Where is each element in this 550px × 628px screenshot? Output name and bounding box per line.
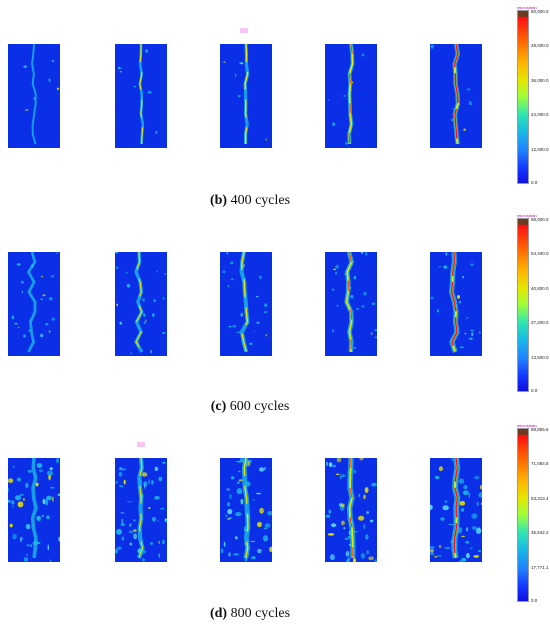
figure-caption-d: (d) 800 cycles: [209, 606, 291, 621]
panel-800-cycles: microstrain 88,855.6 71,084.5 53,313.4 3…: [0, 420, 550, 628]
colorbar-tick: 60,000.0: [531, 9, 549, 14]
strain-image-b2: [115, 44, 167, 148]
colorbar-unit: microstrain: [517, 423, 537, 428]
colorbar-tick: 12,000.0: [531, 147, 549, 152]
colorbar-unit: microstrain: [517, 213, 537, 218]
strain-image-b1: [8, 44, 60, 148]
strain-image-c3: [220, 252, 272, 356]
colorbar-tick: 24,000.0: [531, 112, 549, 117]
colorbar-tick: 27,200.0: [531, 320, 549, 325]
colorbar-tick: 53,313.4: [531, 496, 549, 501]
colorbar-tick: 0.0: [531, 388, 538, 393]
strain-image-b4: [325, 44, 377, 148]
strain-image-c5: [430, 252, 482, 356]
colorbar-tick: 48,000.0: [531, 43, 549, 48]
strain-image-c4: [325, 252, 377, 356]
artifact-mark: [240, 28, 248, 33]
colorbar-tick: 36,000.0: [531, 78, 549, 83]
colorbar-tick: 13,600.0: [531, 355, 549, 360]
colorbar-tick: 35,542.2: [531, 530, 549, 535]
strain-image-d3: [220, 458, 272, 562]
colorbar: [517, 10, 529, 184]
strain-image-d4: [325, 458, 377, 562]
colorbar-tick: 71,084.5: [531, 461, 549, 466]
colorbar: [517, 218, 529, 392]
colorbar-tick: 17,771.1: [531, 565, 549, 570]
artifact-mark: [137, 442, 145, 447]
strain-image-d1: [8, 458, 60, 562]
colorbar-tick: 40,800.0: [531, 286, 549, 291]
strain-image-c1: [8, 252, 60, 356]
strain-image-d5: [430, 458, 482, 562]
figure-caption-c: (c) 600 cycles: [210, 399, 290, 414]
colorbar-unit: microstrain: [517, 5, 537, 10]
figure-caption-b: (b) 400 cycles: [209, 193, 291, 208]
strain-image-d2: [115, 458, 167, 562]
colorbar-tick: 0.0: [531, 180, 538, 185]
strain-image-b3: [220, 44, 272, 148]
colorbar: [517, 428, 529, 602]
strain-image-c2: [115, 252, 167, 356]
colorbar-tick: 0.0: [531, 598, 538, 603]
strain-image-b5: [430, 44, 482, 148]
panel-600-cycles: microstrain 68,000.0 54,400.0 40,800.0 2…: [0, 210, 550, 420]
colorbar-tick: 88,855.6: [531, 427, 549, 432]
panel-400-cycles: microstrain 60,000.0 48,000.0 36,000.0 2…: [0, 0, 550, 210]
colorbar-tick: 54,400.0: [531, 251, 549, 256]
colorbar-tick: 68,000.0: [531, 217, 549, 222]
